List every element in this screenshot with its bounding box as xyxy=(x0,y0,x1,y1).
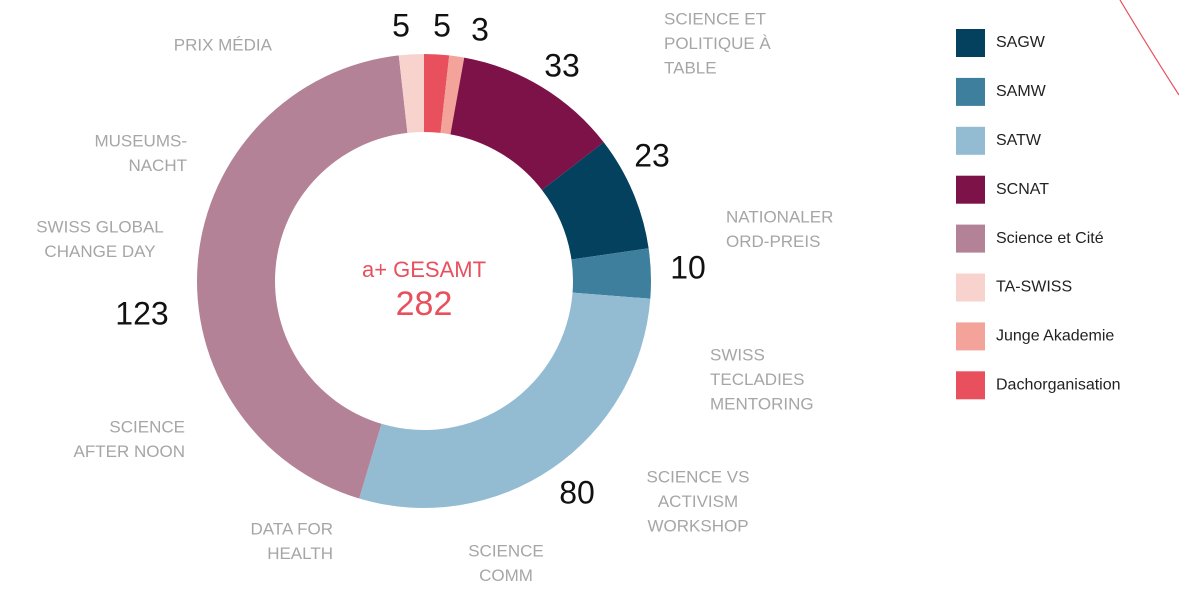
legend-label: SATW xyxy=(996,132,1042,149)
donut-segment xyxy=(541,142,649,260)
annotation: MENTORING xyxy=(710,394,814,413)
legend-swatch xyxy=(956,371,985,400)
legend-label: TA-SWISS xyxy=(996,279,1072,296)
annotation: COMM xyxy=(479,566,533,585)
annotation: HEALTH xyxy=(267,544,333,563)
annotation: NACHT xyxy=(128,156,187,175)
annotation: SCIENCE xyxy=(468,541,544,560)
legend-swatch xyxy=(956,77,985,106)
legend-swatch xyxy=(956,29,985,57)
value-label: 3 xyxy=(471,11,489,47)
value-label: 10 xyxy=(670,249,706,285)
decoration-curve xyxy=(1119,0,1179,96)
value-label: 5 xyxy=(433,7,451,43)
annotation: TECLADIES xyxy=(710,370,804,389)
value-label: 23 xyxy=(634,137,670,173)
donut-segment xyxy=(398,54,424,133)
annotation: DATA FOR xyxy=(251,519,334,538)
donut-segment xyxy=(197,55,408,499)
donut-segment xyxy=(440,55,465,135)
legend-swatch xyxy=(956,273,985,302)
annotation: WORKSHOP xyxy=(647,516,748,535)
donut-segment xyxy=(424,54,450,133)
annotation: ORD-PREIS xyxy=(726,232,820,251)
legend-swatch xyxy=(956,322,985,351)
legend-swatch xyxy=(956,126,985,155)
donut-segment xyxy=(571,248,652,299)
annotation: SCIENCE xyxy=(109,417,185,436)
annotation: PRIX MÉDIA xyxy=(174,35,273,54)
legend-label: SAGW xyxy=(996,34,1046,51)
value-label: 5 xyxy=(392,7,410,43)
legend-label: SAMW xyxy=(996,83,1047,100)
annotation: AFTER NOON xyxy=(74,442,185,461)
legend-label: Dachorganisation xyxy=(996,377,1121,394)
value-label: 33 xyxy=(544,47,580,83)
donut-segment xyxy=(359,292,651,508)
annotation: ACTIVISM xyxy=(658,492,738,511)
annotation: SWISS GLOBAL xyxy=(36,217,164,236)
value-label: 80 xyxy=(559,474,595,510)
annotation: SWISS xyxy=(710,345,765,364)
annotation: SCIENCE VS xyxy=(647,467,750,486)
legend-swatch xyxy=(956,224,985,253)
annotation: MUSEUMS- xyxy=(94,131,187,150)
annotation: CHANGE DAY xyxy=(44,242,155,261)
donut-segment xyxy=(450,57,604,190)
legend-swatch xyxy=(956,175,985,204)
value-label: 123 xyxy=(115,295,168,331)
center-title: a+ GESAMT xyxy=(362,257,486,282)
center-total: 282 xyxy=(396,285,453,323)
annotation: SCIENCE ET xyxy=(664,9,766,28)
legend-label: SCNAT xyxy=(996,181,1049,198)
legend-label: Junge Akademie xyxy=(996,328,1114,345)
legend-label: Science et Cité xyxy=(996,230,1104,247)
annotation: POLITIQUE À xyxy=(664,34,771,53)
annotation: TABLE xyxy=(664,58,717,77)
annotation: NATIONALER xyxy=(726,207,833,226)
